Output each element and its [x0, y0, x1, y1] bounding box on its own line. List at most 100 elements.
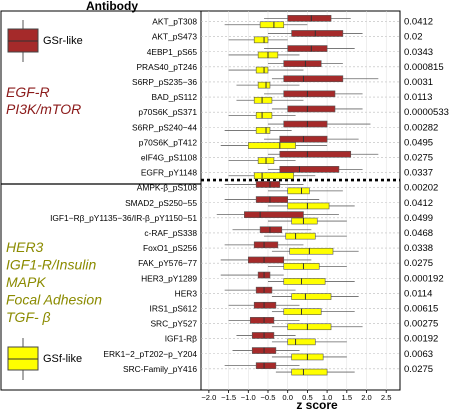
box-gsr [267, 150, 379, 158]
pvalue-label: 0.0063 [404, 349, 433, 360]
pvalue-label: 0.0495 [404, 137, 433, 148]
box-gsf-iqr [253, 36, 269, 44]
box-gsr-iqr [287, 15, 332, 22]
gridlines [201, 11, 400, 390]
pvalue-label: 0.0499 [404, 213, 433, 224]
box-gsr [267, 166, 363, 173]
x-tick-label: −2.0 [201, 393, 216, 402]
pvalue-label: 0.0275 [404, 152, 433, 163]
row-label: p70S6K_pT412 [139, 137, 198, 147]
row-label: ERK1−2_pT202−p_Y204 [103, 349, 197, 359]
box-gsr [224, 181, 304, 188]
row-label: PRAS40_pT246 [136, 62, 197, 72]
box-gsf-iqr [291, 368, 328, 376]
row-label: AKT_pT308 [152, 17, 197, 27]
pvalue-label: 0.00282 [404, 122, 438, 133]
pvalue-label: 0.00275 [404, 319, 438, 330]
box-gsf [228, 172, 316, 180]
box-gsf-iqr [253, 96, 273, 104]
box-gsf [271, 247, 359, 255]
box-gsr [224, 196, 320, 203]
pvalue-label: 0.0337 [404, 168, 433, 179]
box-gsr [267, 60, 343, 67]
box-gsf [271, 353, 347, 361]
pvalue-label: 0.0338 [404, 243, 433, 254]
box-gsf [224, 127, 292, 134]
pvalue-label: 0.0412 [404, 198, 433, 209]
box-gsf-iqr [247, 142, 296, 149]
box-gsf [275, 368, 355, 376]
group-label-line: EGF-R [6, 84, 50, 100]
box-gsr-iqr [283, 60, 322, 67]
group-label-line: IGF1-R/Insulin [6, 257, 96, 273]
box-gsf-iqr [285, 232, 316, 240]
x-tick-label: 1.5 [342, 393, 353, 402]
box-gsf-iqr [255, 112, 273, 119]
box-gsr [216, 211, 339, 218]
box-gsr-iqr [247, 256, 285, 264]
box-gsr-iqr [279, 166, 340, 173]
x-tick-label: 0.0 [282, 393, 293, 402]
box-gsf [271, 323, 363, 331]
pvalue-labels: 0.0412 0.02 0.0343 0.000815 0.0031 0.0113 0.00… [404, 17, 449, 375]
pvalue-label: 0.0275 [404, 364, 433, 375]
pvalue-label: 0.0343 [404, 47, 433, 58]
pvalue-label: 0.000192 [404, 273, 444, 284]
box-gsf [228, 36, 288, 44]
legend-label-gsr: GSr-like [43, 35, 83, 47]
row-label: eIF4G_pS1108 [141, 152, 198, 162]
chart-title: Antibody [86, 0, 138, 13]
box-gsf-iqr [287, 202, 330, 210]
pvalue-label: 0.02 [404, 32, 423, 43]
group-label-line: TGF- β [6, 309, 51, 325]
row-label: FAK_pY576−77 [138, 258, 197, 268]
box-gsr [267, 30, 363, 37]
box-gsr-iqr [283, 120, 328, 128]
row-label: EGFR_pY1148 [141, 168, 198, 178]
box-gsr [224, 362, 300, 369]
box-gsr [228, 317, 300, 324]
box-gsr [228, 301, 300, 309]
box-gsf-iqr [287, 323, 332, 331]
pvalue-label: 0.00615 [404, 303, 438, 314]
box-gsf [236, 81, 300, 89]
box-gsr-iqr [287, 45, 328, 52]
box-gsf-iqr [257, 81, 271, 89]
row-labels: AKT_pT308 AKT_pS473 4EBP1_pS65 PRAS40_pT246… [50, 17, 197, 374]
box-marks [216, 15, 379, 376]
row-label: IGF1-Rβ [165, 334, 197, 344]
x-tick-label: −1.5 [221, 393, 236, 402]
box-gsf [271, 308, 355, 315]
row-label: S6RP_pS235−36 [132, 77, 197, 87]
box-gsr-iqr [244, 211, 304, 218]
pvalue-label: 0.0000533 [404, 107, 449, 118]
box-gsf [267, 278, 355, 285]
box-gsf-iqr [283, 263, 320, 270]
x-axis-label: z score [296, 398, 338, 412]
box-gsr [264, 135, 359, 143]
box-gsr-iqr [283, 90, 336, 98]
box-gsf [236, 96, 304, 104]
box-gsf-iqr [283, 278, 326, 285]
plot-frame [200, 10, 401, 391]
box-gsf-iqr [287, 338, 316, 346]
box-gsf [267, 187, 343, 195]
legend-panel [0, 10, 202, 391]
row-label: BAD_pS112 [152, 92, 198, 102]
box-gsr-iqr [251, 332, 275, 339]
row-label: AMPK-β_pS108 [137, 183, 198, 193]
box-gsr [220, 271, 284, 279]
box-gsf [228, 157, 296, 164]
box-gsr [264, 15, 351, 22]
box-gsf-iqr [255, 127, 271, 134]
box-gsf [267, 263, 347, 270]
box-gsr-iqr [255, 362, 277, 369]
row-label: SMAD2_pS250−55 [125, 198, 197, 208]
row-label: IRS1_pS612 [150, 303, 198, 313]
box-gsr [264, 45, 355, 52]
x-tick-label: 2.5 [381, 393, 392, 402]
x-axis: −2.0 −1.5 −1.0 −0.5 0.0 0.5 1.0 1.5 2.0 2.5 [201, 390, 391, 402]
box-gsf-iqr [253, 172, 294, 180]
